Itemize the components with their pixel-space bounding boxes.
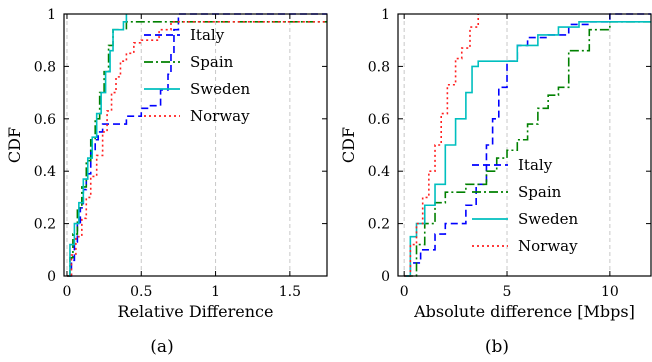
y-tick-label: 0.6 (368, 112, 390, 128)
series-line-norway (66, 21, 327, 277)
y-tick-label: 1 (381, 7, 390, 23)
y-axis-label: CDF (5, 127, 24, 163)
y-tick-label: 1 (47, 7, 56, 23)
series-line-sweden (404, 21, 651, 277)
legend-label-sweden: Sweden (190, 80, 250, 98)
legend-label-italy: Italy (190, 26, 225, 44)
legend-label-italy: Italy (518, 156, 553, 174)
y-tick-label: 0.2 (368, 217, 390, 233)
x-tick-label: 0.5 (130, 284, 152, 300)
legend-label-spain: Spain (190, 53, 234, 71)
x-tick-label: 1.5 (279, 284, 301, 300)
series-line-italy (404, 13, 651, 277)
y-tick-label: 0.4 (34, 164, 56, 180)
series-line-sweden (66, 14, 128, 277)
y-tick-label: 0.2 (34, 217, 56, 233)
x-tick-label: 1 (211, 284, 220, 300)
x-axis-label: Absolute difference [Mbps] (413, 302, 635, 321)
y-tick-label: 0 (381, 269, 390, 285)
chart-panel-b: 0 5 10 0 0.2 0.4 0.6 0.8 1 Absolute difference [M… (339, 7, 652, 357)
legend-label-sweden: Sweden (518, 210, 578, 228)
panel-caption: (b) (485, 337, 509, 357)
chart-panel-a: 0 0.5 1 1.5 0 0.2 0.4 0.6 0.8 1 Relative Differenc… (5, 7, 328, 357)
legend-label-spain: Spain (518, 183, 562, 201)
legend-label-norway: Norway (190, 107, 250, 125)
x-axis-label: Relative Difference (118, 302, 274, 321)
x-tick-label: 0 (63, 284, 72, 300)
x-tick-label: 5 (503, 284, 512, 300)
y-tick-label: 0.4 (368, 164, 390, 180)
x-tick-label: 0 (400, 284, 409, 300)
legend-label-norway: Norway (518, 237, 578, 255)
plot-frame (397, 13, 652, 277)
y-tick-label: 0.8 (34, 59, 56, 75)
y-tick-label: 0.6 (34, 112, 56, 128)
series-line-spain (404, 21, 651, 277)
panel-caption: (a) (150, 337, 173, 357)
x-tick-label: 10 (601, 284, 619, 300)
plot-frame (63, 13, 328, 277)
y-tick-label: 0.8 (368, 59, 390, 75)
y-axis-label: CDF (339, 127, 358, 163)
y-tick-label: 0 (47, 269, 56, 285)
